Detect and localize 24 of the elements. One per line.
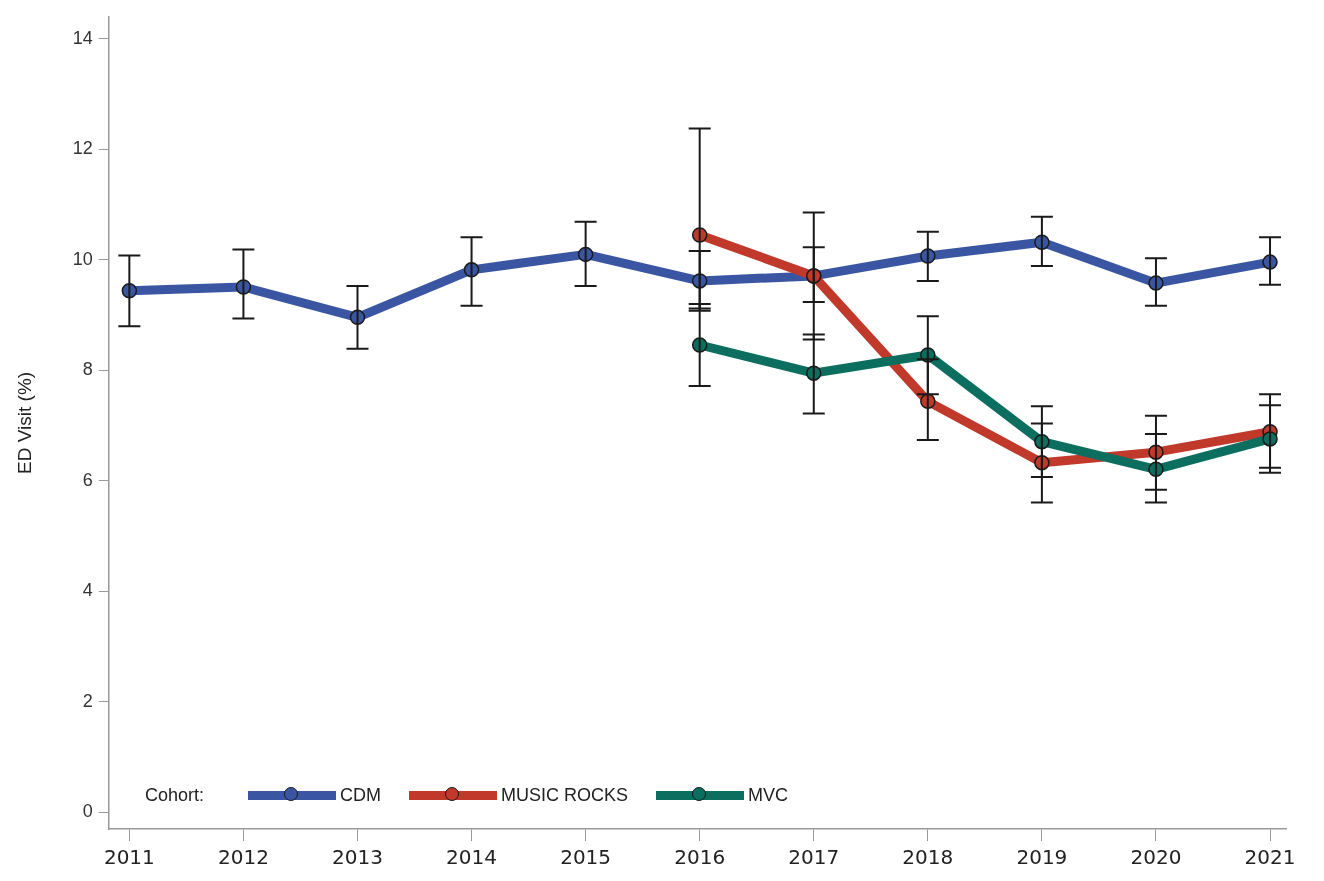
- y-tick-label: 6: [82, 469, 93, 490]
- y-axis-title: ED Visit (%): [13, 371, 35, 474]
- x-tick-label: 2017: [788, 845, 840, 870]
- legend-label: CDM: [340, 785, 382, 806]
- x-tick-label: 2018: [902, 845, 954, 870]
- y-tick-label: 0: [82, 801, 93, 822]
- legend-label: MVC: [748, 785, 789, 806]
- y-tick-label: 10: [72, 248, 93, 269]
- x-tick-label: 2016: [674, 845, 726, 870]
- y-tick-label: 14: [72, 27, 93, 48]
- legend-label: MUSIC ROCKS: [501, 785, 629, 806]
- x-tick-label: 2015: [560, 845, 612, 870]
- y-tick-label: 12: [72, 138, 93, 159]
- legend-title: Cohort:: [145, 785, 205, 806]
- x-tick-label: 2019: [1016, 845, 1068, 870]
- y-tick-label: 8: [82, 359, 93, 380]
- x-tick-label: 2014: [446, 845, 498, 870]
- x-tick-label: 2013: [332, 845, 383, 870]
- x-tick-label: 2020: [1130, 845, 1182, 870]
- x-tick-label: 2011: [103, 845, 155, 870]
- x-tick-label: 2021: [1244, 845, 1296, 870]
- x-tick-label: 2012: [217, 845, 269, 870]
- y-tick-label: 4: [82, 580, 93, 601]
- y-tick-label: 2: [82, 690, 93, 711]
